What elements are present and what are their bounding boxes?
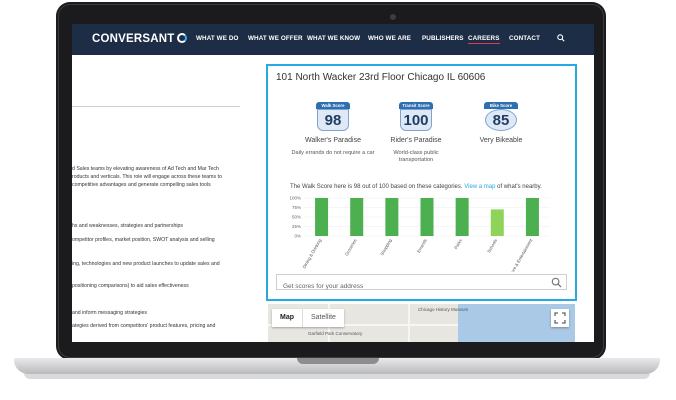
nav-item-publishers[interactable]: PUBLISHERS (422, 35, 464, 42)
address-search-box (276, 274, 567, 294)
transit-score-label: Rider's Paradise (390, 137, 442, 144)
brand-logo[interactable]: CONVERSANT (92, 33, 187, 45)
search-icon[interactable] (551, 277, 562, 288)
nav-item-what-we-do[interactable]: WHAT WE DO (196, 35, 239, 42)
brand-logo-text: CONVERSANT (92, 33, 175, 45)
x-tick-label: Schools (486, 238, 498, 254)
logo-ring-icon (176, 33, 187, 43)
x-tick-label: Parks (453, 238, 463, 250)
y-tick-label: 50% (292, 215, 301, 220)
fullscreen-button[interactable] (551, 309, 569, 327)
transit-score-desc: World-class public transportation (393, 150, 439, 163)
y-tick-label: 0% (294, 234, 301, 239)
view-map-link[interactable]: View a map (464, 184, 496, 190)
walk-score-title: Walk Score (316, 102, 350, 109)
y-tick-label: 25% (292, 224, 301, 229)
address-title: 101 North Wacker 23rd Floor Chicago IL 6… (276, 72, 486, 83)
list-item: hs and weaknesses, strategies and partne… (72, 223, 184, 229)
map-type-toggle: Map Satellite (272, 309, 344, 327)
summary-text: The Walk Score here is 98 out of 100 bas… (290, 184, 463, 190)
walk-score-desc: Daily errands do not require a car (291, 150, 375, 156)
map-label: Garfield Park Conservatory (308, 331, 363, 336)
map-type-map-button[interactable]: Map (280, 314, 294, 321)
list-item: ompetitor profiles, market position, SWO… (72, 237, 215, 243)
chart-bar[interactable] (315, 198, 329, 236)
score-summary: The Walk Score here is 98 out of 100 bas… (290, 184, 542, 190)
chart-bar[interactable] (420, 198, 434, 236)
laptop-base (14, 358, 660, 374)
screen: CONVERSANT WHAT WE DO WHAT WE OFFER WHAT… (72, 24, 594, 342)
fullscreen-icon (554, 312, 566, 324)
nav-item-careers[interactable]: CAREERS (468, 35, 500, 44)
chart-bar[interactable] (455, 198, 469, 236)
list-item: positioning comparisons) to aid sales ef… (72, 283, 189, 289)
address-input[interactable] (277, 279, 527, 294)
map-type-satellite-button[interactable]: Satellite (302, 309, 344, 327)
nav-item-contact[interactable]: CONTACT (509, 35, 541, 42)
x-tick-label: Groceries (344, 238, 358, 257)
body-text: d Sales teams by elevating awareness of … (72, 166, 219, 172)
walk-score-badge: Walk Score 98 (316, 102, 350, 133)
bike-score-label: Very Bikeable (479, 137, 523, 144)
transit-score-title: Transit Score (399, 102, 433, 109)
walk-score-value: 98 (317, 109, 349, 131)
list-item: and inform messaging strategies (72, 310, 147, 316)
map-label: Chicago History Museum (418, 307, 469, 312)
chart-bar[interactable] (385, 198, 399, 236)
x-tick-label: Shopping (379, 237, 393, 256)
bike-score-title: Bike Score (484, 102, 518, 109)
list-item: ing, technologies and new product launch… (72, 261, 220, 267)
transit-score-badge: Transit Score 100 (399, 102, 433, 133)
bike-score-badge: Bike Score 85 (484, 102, 518, 133)
y-tick-label: 100% (289, 196, 301, 201)
top-nav: CONVERSANT WHAT WE DO WHAT WE OFFER WHAT… (72, 24, 594, 55)
chart-bar[interactable] (490, 209, 504, 236)
y-tick-label: 75% (292, 205, 301, 210)
laptop-shadow (24, 373, 650, 379)
laptop-notch (297, 358, 379, 364)
transit-score-value: 100 (400, 109, 432, 131)
list-item: ategies derived from competitors' produc… (72, 323, 216, 329)
body-text: roducts and verticals. This role will en… (72, 174, 222, 180)
section-divider (72, 106, 240, 107)
category-bar-chart: 100% 75% 50% 25% 0%Dining & Drinking Grocerie… (289, 196, 550, 272)
search-icon[interactable] (557, 34, 565, 42)
walkscore-widget: 101 North Wacker 23rd Floor Chicago IL 6… (266, 64, 577, 301)
x-tick-label: Culture & Entertainment (506, 237, 534, 272)
bike-score-value: 85 (485, 109, 517, 131)
x-tick-label: Dining & Drinking (302, 237, 323, 269)
google-map[interactable]: Chicago History Museum Garfield Park Con… (268, 304, 575, 342)
body-text: competitive advantages and generate comp… (72, 182, 211, 188)
summary-tail: of what's nearby. (495, 184, 542, 190)
chart-bar[interactable] (525, 198, 539, 236)
nav-item-what-we-know[interactable]: WHAT WE KNOW (307, 35, 361, 42)
walk-score-label: Walker's Paradise (305, 137, 361, 144)
x-tick-label: Errands (416, 238, 428, 254)
camera-icon (390, 14, 396, 20)
chart-bar[interactable] (350, 198, 364, 236)
map-road (408, 304, 410, 342)
nav-item-who-we-are[interactable]: WHO WE ARE (368, 35, 412, 42)
nav-item-what-we-offer[interactable]: WHAT WE OFFER (248, 35, 303, 42)
map-road (268, 324, 458, 326)
